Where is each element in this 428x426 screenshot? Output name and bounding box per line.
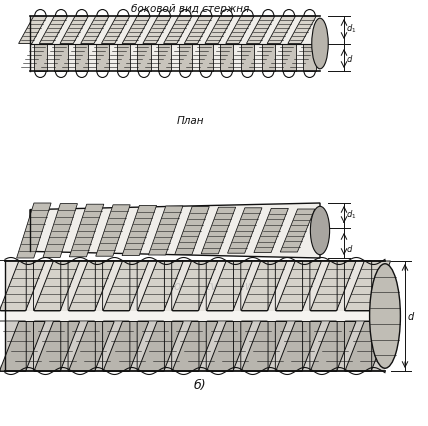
Polygon shape — [241, 43, 254, 71]
Polygon shape — [103, 261, 149, 311]
Polygon shape — [172, 261, 218, 311]
Polygon shape — [138, 261, 183, 311]
Polygon shape — [241, 322, 287, 371]
Polygon shape — [116, 43, 130, 71]
Text: $d_1$: $d_1$ — [346, 23, 357, 35]
Polygon shape — [310, 261, 356, 311]
Polygon shape — [262, 43, 275, 71]
Polygon shape — [207, 261, 253, 311]
Polygon shape — [0, 322, 45, 371]
Polygon shape — [163, 16, 192, 43]
Ellipse shape — [312, 18, 328, 69]
Polygon shape — [280, 209, 315, 252]
Polygon shape — [68, 261, 114, 311]
Polygon shape — [175, 207, 209, 254]
Polygon shape — [68, 322, 114, 371]
Polygon shape — [254, 208, 288, 253]
Polygon shape — [303, 43, 316, 71]
Polygon shape — [138, 322, 183, 371]
Polygon shape — [276, 261, 321, 311]
Polygon shape — [267, 16, 296, 43]
Ellipse shape — [370, 264, 401, 368]
Text: $d$: $d$ — [346, 242, 354, 253]
Polygon shape — [310, 322, 356, 371]
Polygon shape — [0, 261, 45, 311]
Bar — [5, 261, 385, 311]
Polygon shape — [276, 322, 321, 371]
Polygon shape — [143, 16, 171, 43]
Polygon shape — [184, 16, 213, 43]
Polygon shape — [205, 16, 233, 43]
Text: а): а) — [164, 271, 176, 284]
Polygon shape — [172, 322, 218, 371]
Polygon shape — [54, 43, 68, 71]
Polygon shape — [201, 207, 236, 254]
Polygon shape — [207, 322, 253, 371]
Polygon shape — [17, 203, 51, 258]
Polygon shape — [228, 208, 262, 253]
Polygon shape — [39, 16, 68, 43]
Polygon shape — [34, 261, 80, 311]
Polygon shape — [34, 322, 80, 371]
Polygon shape — [81, 16, 109, 43]
Polygon shape — [345, 322, 390, 371]
Polygon shape — [241, 261, 287, 311]
Text: Stroitelstvo-New.ru: Stroitelstvo-New.ru — [158, 279, 270, 293]
Polygon shape — [122, 16, 151, 43]
Polygon shape — [158, 43, 171, 71]
Text: б): б) — [194, 379, 206, 392]
Polygon shape — [288, 16, 316, 43]
Polygon shape — [137, 43, 151, 71]
Text: $d$: $d$ — [346, 53, 354, 64]
Polygon shape — [96, 43, 109, 71]
Polygon shape — [220, 43, 233, 71]
Polygon shape — [60, 16, 89, 43]
Polygon shape — [179, 43, 192, 71]
Polygon shape — [34, 43, 47, 71]
Ellipse shape — [310, 206, 330, 255]
Polygon shape — [69, 204, 104, 257]
Polygon shape — [18, 16, 47, 43]
Text: $d_1$: $d_1$ — [346, 209, 357, 222]
Polygon shape — [149, 206, 183, 255]
Polygon shape — [345, 261, 390, 311]
Text: боковой вид стержня: боковой вид стержня — [131, 4, 249, 14]
Polygon shape — [75, 43, 89, 71]
Polygon shape — [247, 16, 275, 43]
Polygon shape — [122, 205, 157, 256]
Polygon shape — [282, 43, 296, 71]
Polygon shape — [101, 16, 130, 43]
Polygon shape — [199, 43, 213, 71]
Text: План: План — [176, 116, 204, 126]
Polygon shape — [30, 203, 320, 258]
Polygon shape — [226, 16, 254, 43]
Bar — [5, 322, 385, 371]
Text: $d$: $d$ — [407, 310, 415, 322]
Bar — [30, 16, 320, 71]
Polygon shape — [96, 205, 130, 256]
Polygon shape — [103, 322, 149, 371]
Polygon shape — [43, 204, 77, 257]
Bar — [5, 261, 385, 371]
